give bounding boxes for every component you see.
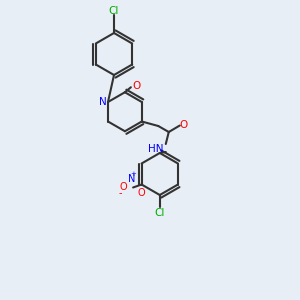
Text: O: O	[180, 119, 188, 130]
Text: O: O	[137, 188, 145, 199]
Text: Cl: Cl	[109, 7, 119, 16]
Text: +: +	[130, 170, 136, 176]
Text: -: -	[118, 188, 122, 199]
Text: O: O	[119, 182, 127, 193]
Text: O: O	[133, 81, 141, 91]
Text: N: N	[99, 97, 107, 107]
Text: HN: HN	[148, 144, 164, 154]
Text: Cl: Cl	[154, 208, 165, 218]
Text: N: N	[128, 175, 136, 184]
